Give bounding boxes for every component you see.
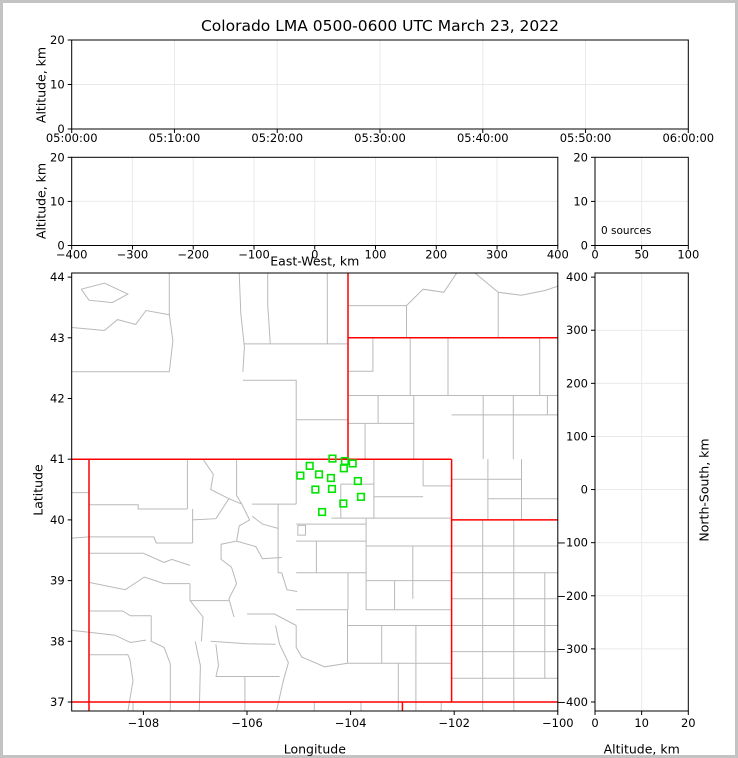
panel-ew-height-xtick: −300 (117, 248, 149, 262)
panel-ns-height-ytick: −300 (556, 642, 588, 656)
ns-height-xlabel: Altitude, km (603, 741, 680, 757)
lma-station-marker (328, 454, 337, 463)
ns-height-ylabel: North-South, km (696, 438, 712, 542)
panel-ew-height-xtick: 200 (425, 248, 447, 262)
lma-station-marker (348, 459, 357, 468)
panel-map: −108 −106 −104 −102 −100 37 38 39 40 41 42 43 44 (50, 270, 574, 730)
panel-ew-height-xtick: 0 (311, 248, 318, 262)
panel-time-height-xtick: 05:10:00 (149, 131, 201, 145)
county-borders (71, 273, 558, 711)
panel-ew-height-xtick: −400 (56, 248, 88, 262)
figure-title: Colorado LMA 0500-0600 UTC March 23, 202… (200, 17, 560, 35)
map-geography (71, 273, 558, 711)
panel-ns-height-ytick: 0 (581, 483, 588, 497)
panel-map-ytick: 43 (50, 331, 65, 345)
panel-ns-height-ytick: −200 (556, 589, 588, 603)
lma-station-marker (296, 471, 305, 480)
panel-source-histogram-xtick: 50 (634, 248, 649, 262)
panel-time-height-ytick: 20 (50, 33, 65, 47)
state-borders (71, 273, 558, 711)
lma-station-marker (326, 473, 336, 483)
panel-ns-height-ytick: −100 (556, 536, 588, 550)
lma-station-marker (318, 507, 327, 517)
panel-map-xtick: −108 (128, 716, 160, 730)
panel-time-height-xtick: 06:00:00 (662, 131, 714, 145)
panel-ew-height-ytick: 0 (57, 239, 64, 253)
lma-station-marker (339, 464, 348, 473)
panel-ew-height-xtick: 100 (365, 248, 387, 262)
panel-ns-height-ytick: 400 (566, 270, 588, 284)
panel-ns-height-ytick: −400 (556, 695, 588, 709)
panel-time-height-xtick: 05:00:00 (46, 131, 98, 145)
panel-source-histogram-ytick: 10 (573, 194, 588, 208)
panel-ns-height-xtick: 20 (681, 716, 696, 730)
panel-time-height-xtick: 05:50:00 (560, 131, 612, 145)
panel-source-histogram: 0 50 100 0 10 20 (573, 150, 699, 261)
panel-ns-height: 0 10 20 −400 −300 −200 −100 0 100 200 300 400 (556, 270, 695, 730)
lma-station-marker (314, 470, 324, 479)
panel-ns-height-ytick: 100 (566, 429, 588, 443)
time-height-ylabel: Altitude, km (33, 46, 49, 123)
panel-time-height: 05:00:00 05:10:00 05:20:00 05:30:00 05:40:00… (46, 33, 714, 145)
panel-map-ytick: 40 (50, 513, 65, 527)
panel-map-xtick: −104 (335, 716, 367, 730)
panel-ew-height-xtick: 400 (547, 248, 569, 262)
panel-ns-height-xtick: 10 (634, 716, 649, 730)
panel-ew-height-xtick: −100 (238, 248, 270, 262)
panel-map-ytick: 42 (50, 392, 65, 406)
panel-ew-height-ytick: 10 (50, 194, 65, 208)
lma-station-marker (327, 484, 337, 494)
panel-map-ytick: 41 (50, 452, 65, 466)
panel-map-ytick: 38 (50, 634, 65, 648)
panel-source-histogram-xtick: 100 (677, 248, 699, 262)
panel-ns-height-ytick: 200 (566, 376, 588, 390)
station-markers (296, 454, 366, 517)
panel-map-ytick: 37 (50, 695, 65, 709)
panel-map-xtick: −100 (542, 716, 574, 730)
panel-map-xtick: −106 (231, 716, 263, 730)
panel-time-height-xtick: 05:30:00 (354, 131, 406, 145)
panel-ns-height-xtick: 0 (591, 716, 598, 730)
panel-time-height-ytick: 0 (57, 122, 64, 136)
lma-station-marker (305, 461, 314, 470)
panel-source-histogram-xtick: 0 (591, 248, 598, 262)
ew-height-xlabel: East-West, km (270, 253, 360, 269)
lma-station-marker (353, 476, 362, 486)
panel-ew-height: −400 −300 −200 −100 0 100 200 300 400 0 10 20 (50, 150, 569, 261)
lma-station-marker (356, 492, 366, 501)
panel-ew-height-xtick: −200 (177, 248, 209, 262)
panel-time-height-xtick: 05:20:00 (251, 131, 303, 145)
map-xlabel: Longitude (283, 741, 346, 757)
panel-ew-height-ytick: 20 (50, 150, 65, 164)
panel-map-ytick: 44 (50, 270, 65, 284)
panel-ew-height-xtick: 300 (486, 248, 508, 262)
panel-ns-height-ytick: 300 (566, 323, 588, 337)
lma-station-marker (311, 485, 320, 494)
panel-map-xtick: −102 (438, 716, 470, 730)
panel-time-height-ytick: 10 (50, 78, 65, 92)
panel-map-ytick: 39 (50, 574, 65, 588)
source-count-annotation: 0 sources (601, 225, 652, 237)
panel-source-histogram-ytick: 20 (573, 150, 588, 164)
panel-time-height-xtick: 05:40:00 (457, 131, 509, 145)
map-ylabel: Latitude (30, 464, 46, 516)
panel-source-histogram-ytick: 0 (581, 239, 588, 253)
lma-station-marker (339, 499, 348, 508)
ew-height-ylabel: Altitude, km (33, 163, 49, 240)
